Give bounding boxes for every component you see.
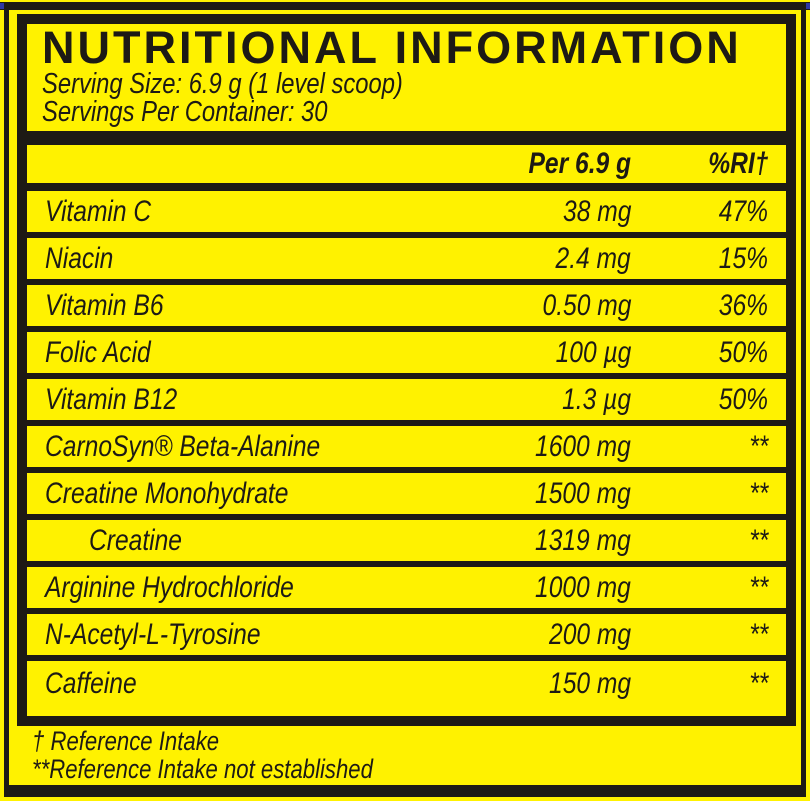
nutrient-ri: **: [748, 617, 768, 651]
blue-dash-icon: [803, 3, 810, 9]
table-row: Vitamin B12 1.3 µg 50%: [27, 379, 786, 426]
nutrient-name: CarnoSyn® Beta-Alanine: [45, 429, 321, 463]
footnotes: † Reference Intake **Reference Intake no…: [32, 727, 448, 783]
nutrient-name: Arginine Hydrochloride: [45, 570, 294, 604]
table-row: CarnoSyn® Beta-Alanine 1600 mg **: [27, 426, 786, 473]
nutrient-amount: 1600 mg: [535, 429, 631, 463]
table-row: Vitamin B6 0.50 mg 36%: [27, 285, 786, 332]
table-row: Vitamin C 38 mg 47%: [27, 191, 786, 238]
table-row: Arginine Hydrochloride 1000 mg **: [27, 567, 786, 614]
nutrient-amount: 150 mg: [548, 667, 631, 700]
serving-size: Serving Size: 6.9 g (1 level scoop): [42, 68, 403, 100]
label-outer-frame: [4, 2, 806, 797]
nutrient-ri: 36%: [718, 288, 768, 322]
nutrient-ri: 50%: [718, 335, 768, 369]
table-row: Creatine 1319 mg **: [27, 520, 786, 567]
nutrient-name: Creatine Monohydrate: [45, 476, 289, 510]
footnote-reference-intake: † Reference Intake: [32, 726, 220, 756]
panel-header: NUTRITIONAL INFORMATION Serving Size: 6.…: [27, 22, 786, 128]
table-row: Caffeine 150 mg **: [27, 661, 786, 707]
nutrient-amount: 200 mg: [548, 617, 631, 651]
nutrient-name: Vitamin B6: [45, 288, 164, 322]
nutrient-ri: **: [748, 523, 768, 557]
nutrition-panel: NUTRITIONAL INFORMATION Serving Size: 6.…: [17, 14, 796, 726]
nutrient-name: Niacin: [45, 241, 114, 275]
nutrient-name: N-Acetyl-L-Tyrosine: [45, 617, 261, 651]
nutrient-name: Folic Acid: [45, 335, 151, 369]
nutrient-ri: 47%: [718, 194, 768, 228]
nutrient-amount: 1319 mg: [535, 523, 631, 557]
footnote-not-established: **Reference Intake not established: [32, 754, 373, 784]
servings-per-container: Servings Per Container: 30: [42, 96, 328, 128]
nutrient-name: Vitamin C: [45, 194, 152, 228]
nutrient-amount: 38 mg: [562, 194, 631, 228]
nutrient-amount: 1500 mg: [535, 476, 631, 510]
nutrient-name: Vitamin B12: [45, 382, 178, 416]
nutrient-amount: 1000 mg: [535, 570, 631, 604]
nutrient-name: Creatine: [89, 523, 182, 557]
panel-title: NUTRITIONAL INFORMATION: [42, 22, 742, 73]
nutrient-ri: 15%: [718, 241, 768, 275]
nutrient-ri: **: [748, 476, 768, 510]
table-row: N-Acetyl-L-Tyrosine 200 mg **: [27, 614, 786, 661]
table-row: Niacin 2.4 mg 15%: [27, 238, 786, 285]
nutrient-amount: 100 µg: [555, 335, 631, 369]
nutrient-ri: **: [748, 667, 768, 700]
nutrient-rows: Vitamin C 38 mg 47% Niacin 2.4 mg 15% Vi…: [27, 191, 786, 707]
table-row: Creatine Monohydrate 1500 mg **: [27, 473, 786, 520]
nutrient-amount: 2.4 mg: [555, 241, 631, 275]
nutrient-ri: 50%: [718, 382, 768, 416]
nutrient-name: Caffeine: [45, 667, 137, 700]
table-row: Folic Acid 100 µg 50%: [27, 332, 786, 379]
nutrient-ri: **: [748, 570, 768, 604]
column-header-amount: Per 6.9 g: [528, 147, 631, 180]
column-header-ri: %RI†: [707, 147, 768, 180]
nutrient-amount: 1.3 µg: [562, 382, 631, 416]
table-header-row: Per 6.9 g %RI†: [27, 145, 786, 191]
nutrient-ri: **: [748, 429, 768, 463]
nutrient-amount: 0.50 mg: [542, 288, 631, 322]
header-divider-bar: [27, 131, 786, 145]
